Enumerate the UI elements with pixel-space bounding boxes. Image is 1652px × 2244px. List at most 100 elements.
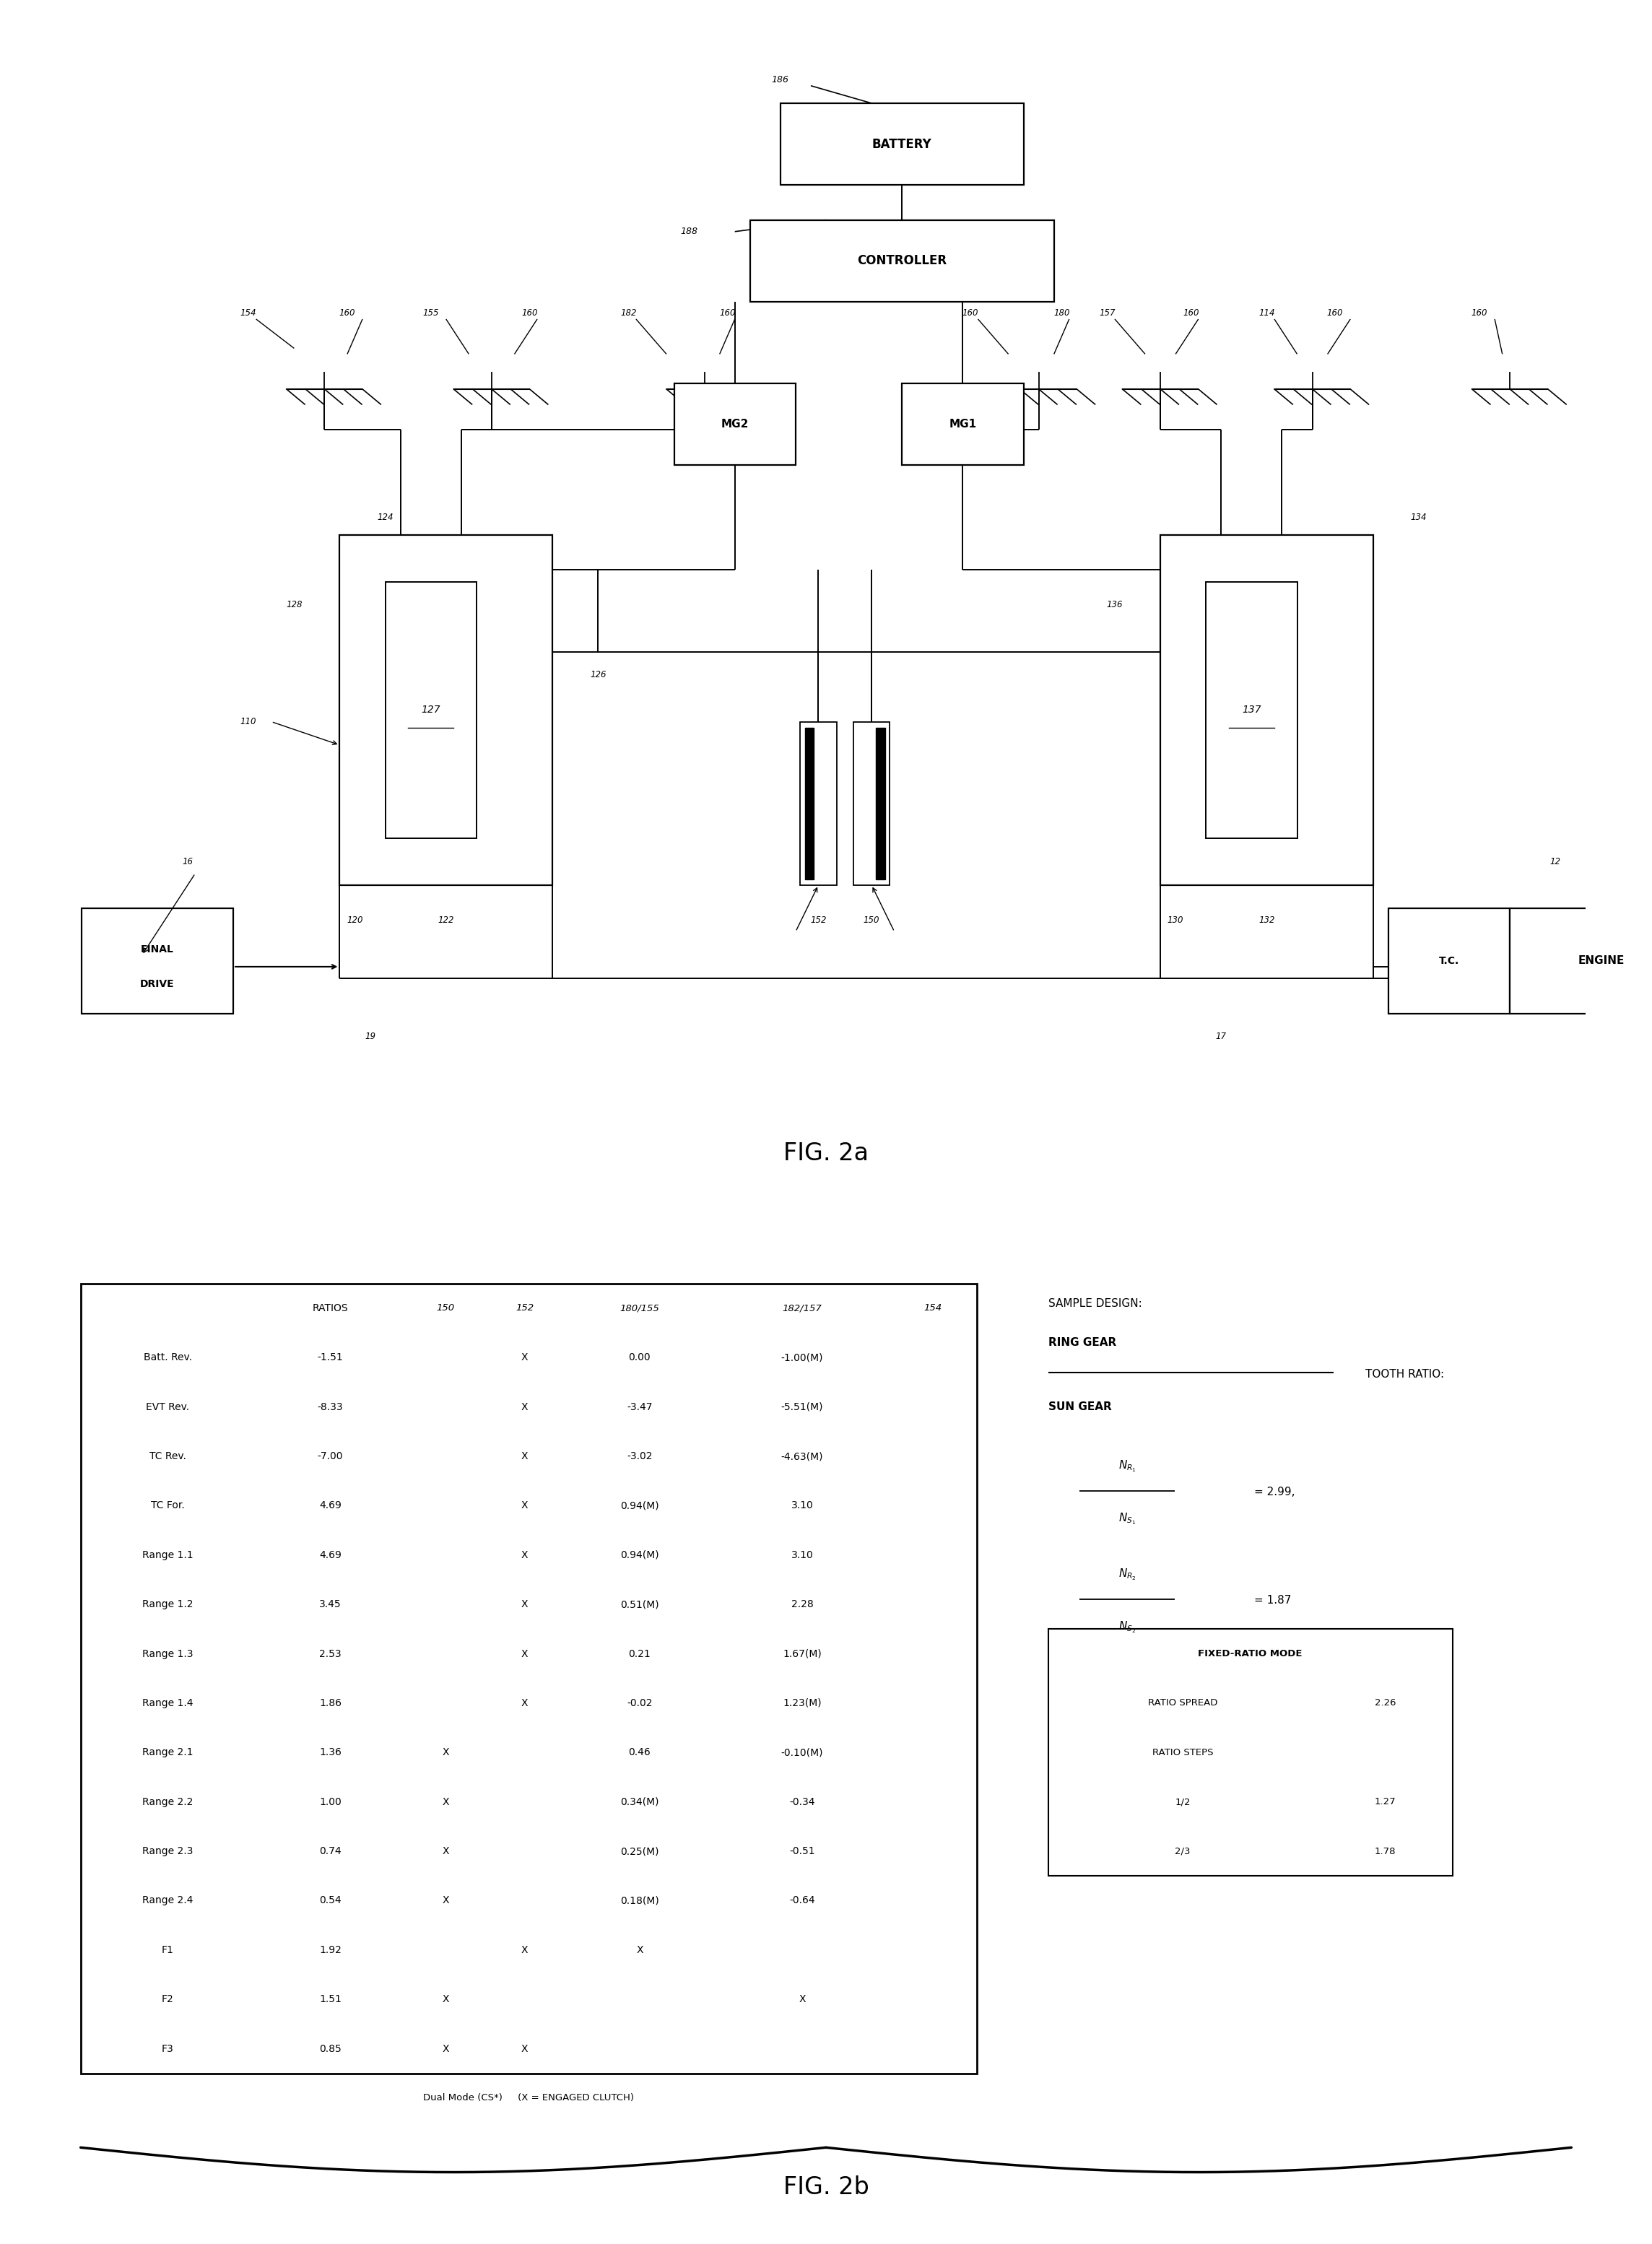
Text: Batt. Rev.: Batt. Rev. — [144, 1353, 192, 1362]
Bar — [1047, 1629, 1452, 1876]
Text: -5.51(M): -5.51(M) — [781, 1402, 823, 1411]
Text: $N_{R_2}$: $N_{R_2}$ — [1118, 1566, 1137, 1582]
Text: 0.25(M): 0.25(M) — [621, 1847, 659, 1856]
Text: X: X — [522, 1353, 529, 1362]
Bar — [750, 220, 1054, 301]
Text: X: X — [443, 1847, 449, 1856]
Text: RING GEAR: RING GEAR — [1047, 1337, 1117, 1349]
Text: 1.78: 1.78 — [1374, 1847, 1396, 1856]
Text: 0.18(M): 0.18(M) — [620, 1896, 659, 1905]
Text: 122: 122 — [438, 916, 454, 925]
Text: 0.46: 0.46 — [628, 1748, 651, 1757]
Text: 1.00: 1.00 — [319, 1797, 342, 1806]
Text: -3.47: -3.47 — [626, 1402, 653, 1411]
Text: 124: 124 — [377, 514, 393, 523]
Bar — [385, 581, 476, 839]
Text: TC Rev.: TC Rev. — [149, 1452, 187, 1461]
Text: 182/157: 182/157 — [783, 1304, 823, 1313]
Text: FIG. 2b: FIG. 2b — [783, 2174, 869, 2199]
Text: X: X — [443, 1797, 449, 1806]
Text: 1.36: 1.36 — [319, 1748, 342, 1757]
Text: $N_{S_2}$: $N_{S_2}$ — [1118, 1620, 1137, 1634]
Text: 186: 186 — [771, 76, 790, 85]
Text: 160: 160 — [339, 310, 355, 319]
Text: X: X — [522, 1452, 529, 1461]
Text: 154: 154 — [240, 310, 256, 319]
Text: -0.64: -0.64 — [790, 1896, 814, 1905]
Text: X: X — [522, 1501, 529, 1510]
Text: 1.67(M): 1.67(M) — [783, 1649, 821, 1658]
Text: -0.51: -0.51 — [790, 1847, 814, 1856]
Text: X: X — [522, 1551, 529, 1560]
Text: = 1.87: = 1.87 — [1254, 1595, 1292, 1607]
Bar — [340, 534, 552, 884]
Text: SUN GEAR: SUN GEAR — [1047, 1402, 1112, 1411]
Text: 1.86: 1.86 — [319, 1699, 342, 1708]
Text: 137: 137 — [1242, 705, 1260, 716]
Text: T.C.: T.C. — [1439, 956, 1459, 965]
Text: X: X — [443, 1748, 449, 1757]
Text: 180/155: 180/155 — [620, 1304, 659, 1313]
Text: -0.34: -0.34 — [790, 1797, 814, 1806]
Text: Range 1.2: Range 1.2 — [142, 1600, 193, 1609]
Text: Range 2.3: Range 2.3 — [142, 1847, 193, 1856]
Text: 152: 152 — [515, 1304, 534, 1313]
Text: 160: 160 — [1472, 310, 1488, 319]
Text: 2.28: 2.28 — [791, 1600, 813, 1609]
Text: 2.26: 2.26 — [1374, 1699, 1396, 1708]
Text: -3.02: -3.02 — [626, 1452, 653, 1461]
Text: 1.51: 1.51 — [319, 1995, 342, 2004]
Text: 160: 160 — [719, 310, 735, 319]
Bar — [81, 1284, 976, 2073]
Text: 150: 150 — [436, 1304, 454, 1313]
Text: X: X — [522, 1946, 529, 1955]
Text: 1.23(M): 1.23(M) — [783, 1699, 821, 1708]
Text: 12: 12 — [1550, 857, 1561, 866]
Text: 3.45: 3.45 — [319, 1600, 342, 1609]
Text: DRIVE: DRIVE — [140, 978, 175, 990]
Text: F1: F1 — [162, 1946, 173, 1955]
Text: 120: 120 — [347, 916, 363, 925]
Text: 0.21: 0.21 — [628, 1649, 651, 1658]
Text: 4.69: 4.69 — [319, 1501, 342, 1510]
Bar — [876, 727, 885, 880]
Bar — [1388, 909, 1510, 1014]
Text: X: X — [522, 1600, 529, 1609]
Text: 3.10: 3.10 — [791, 1501, 813, 1510]
Text: 4.69: 4.69 — [319, 1551, 342, 1560]
Text: X: X — [522, 1402, 529, 1411]
Text: 130: 130 — [1168, 916, 1184, 925]
Text: 1.92: 1.92 — [319, 1946, 342, 1955]
Text: X: X — [443, 1995, 449, 2004]
Text: X: X — [522, 1649, 529, 1658]
Text: X: X — [636, 1946, 643, 1955]
Text: ENGINE: ENGINE — [1578, 956, 1624, 967]
Bar — [81, 909, 233, 1014]
Bar — [854, 723, 890, 884]
Text: 136: 136 — [1107, 601, 1123, 610]
Text: 160: 160 — [522, 310, 539, 319]
Text: -0.02: -0.02 — [626, 1699, 653, 1708]
Text: 155: 155 — [423, 310, 439, 319]
Text: Range 2.2: Range 2.2 — [142, 1797, 193, 1806]
Text: 0.51(M): 0.51(M) — [620, 1600, 659, 1609]
Bar — [674, 384, 796, 465]
Text: TOOTH RATIO:: TOOTH RATIO: — [1365, 1369, 1444, 1380]
Text: -0.10(M): -0.10(M) — [781, 1748, 823, 1757]
Text: 0.00: 0.00 — [629, 1353, 651, 1362]
Text: 0.34(M): 0.34(M) — [621, 1797, 659, 1806]
Text: 2.53: 2.53 — [319, 1649, 342, 1658]
Text: 19: 19 — [365, 1032, 375, 1041]
Text: 182: 182 — [620, 310, 636, 319]
Text: F2: F2 — [162, 1995, 173, 2004]
Text: 2/3: 2/3 — [1175, 1847, 1191, 1856]
Text: 16: 16 — [182, 857, 193, 866]
Text: 160: 160 — [1327, 310, 1343, 319]
Text: $N_{S_1}$: $N_{S_1}$ — [1118, 1510, 1137, 1526]
Text: RATIO STEPS: RATIO STEPS — [1153, 1748, 1213, 1757]
Text: BATTERY: BATTERY — [872, 137, 932, 150]
Text: X: X — [522, 1699, 529, 1708]
Text: Range 1.1: Range 1.1 — [142, 1551, 193, 1560]
Text: TC For.: TC For. — [150, 1501, 185, 1510]
Bar — [805, 727, 814, 880]
